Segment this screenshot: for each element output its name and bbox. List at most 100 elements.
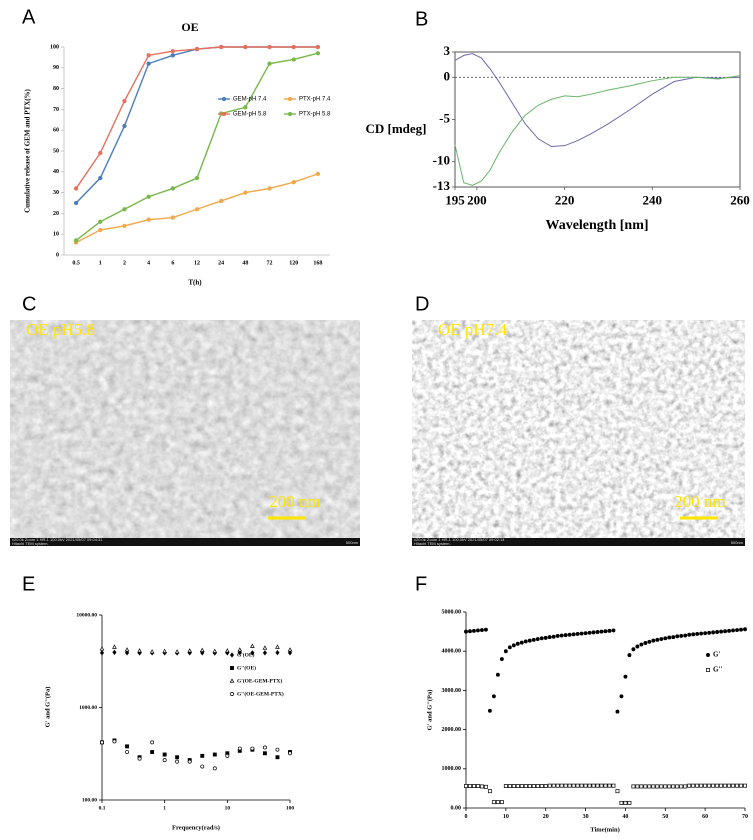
marker <box>243 190 248 195</box>
legend-marker <box>287 96 293 102</box>
x-axis-label: Time(min) <box>590 826 620 833</box>
marker <box>647 784 652 789</box>
y-axis-label: CD [mdeg] <box>365 121 426 136</box>
marker <box>727 783 732 788</box>
marker <box>479 784 484 789</box>
marker <box>675 634 680 639</box>
marker <box>583 783 588 788</box>
marker <box>162 758 167 763</box>
marker <box>699 783 704 788</box>
panel-letter: C <box>22 293 36 315</box>
marker <box>651 784 656 789</box>
marker <box>170 49 175 54</box>
marker <box>212 766 217 771</box>
marker <box>715 630 720 634</box>
marker <box>723 629 728 634</box>
footer-bar <box>412 538 745 546</box>
x-tick-label: 10 <box>225 806 231 812</box>
marker <box>243 105 248 110</box>
marker <box>287 650 293 656</box>
marker <box>531 637 536 642</box>
marker <box>635 644 640 649</box>
marker <box>695 783 700 788</box>
marker <box>543 635 548 640</box>
x-tick-label: 1 <box>163 806 166 812</box>
series-line <box>454 75 741 186</box>
legend-marker <box>706 653 710 657</box>
marker <box>687 783 692 788</box>
marker <box>739 627 743 632</box>
marker <box>743 627 747 632</box>
marker <box>607 628 612 633</box>
marker <box>487 789 492 794</box>
x-tick-label: 120 <box>289 260 298 266</box>
x-axis-label: T(h) <box>188 279 202 287</box>
x-tick-label: 50 <box>662 814 668 820</box>
x-tick-label: 12 <box>194 260 200 266</box>
marker <box>200 650 205 656</box>
marker <box>122 98 127 104</box>
marker <box>219 198 224 204</box>
x-tick-label: 240 <box>643 192 663 207</box>
marker <box>731 628 735 633</box>
marker <box>663 636 668 641</box>
marker <box>137 756 142 761</box>
footer-text: Hitachi TEM system. <box>414 541 451 546</box>
marker <box>555 633 560 638</box>
marker <box>519 640 524 645</box>
legend-label: G'(OE-GEM-PTX) <box>237 677 282 684</box>
marker <box>671 635 676 640</box>
y-tick-label: -13 <box>433 178 451 193</box>
marker <box>98 227 103 233</box>
marker <box>667 784 672 789</box>
x-tick-label: 195 <box>445 192 465 207</box>
marker <box>619 694 624 699</box>
marker <box>559 783 564 788</box>
marker <box>499 800 504 805</box>
x-tick-label: 70 <box>742 814 748 820</box>
legend-marker <box>287 111 293 117</box>
x-tick-label: 1 <box>99 260 102 266</box>
marker <box>472 628 476 633</box>
y-tick-label: 4000.00 <box>442 649 462 655</box>
marker <box>595 630 600 634</box>
marker <box>555 783 560 788</box>
series-line <box>454 53 741 148</box>
marker <box>599 629 604 634</box>
marker <box>647 639 652 644</box>
legend-marker <box>229 678 235 683</box>
marker <box>112 649 117 655</box>
footer-text: x20.0k Zoom 1 HR-1 100.0kV 2021/05/07 09… <box>12 537 103 542</box>
marker <box>695 632 700 636</box>
x-tick-label: 4 <box>147 260 150 266</box>
y-tick-label: 3000.00 <box>442 688 462 694</box>
x-tick-label: 220 <box>555 192 575 207</box>
marker <box>146 61 151 66</box>
panel-letter: F <box>415 573 427 595</box>
marker <box>519 784 524 788</box>
marker <box>125 650 130 656</box>
marker <box>591 783 596 788</box>
marker <box>515 784 520 788</box>
y-tick-label: 10000.00 <box>76 612 97 618</box>
x-tick-label: 40 <box>622 814 628 820</box>
marker <box>627 653 632 658</box>
marker <box>73 238 79 243</box>
marker <box>579 631 584 636</box>
marker <box>631 647 636 652</box>
legend-marker <box>706 668 710 672</box>
marker <box>315 171 321 177</box>
y-tick-label: 0 <box>444 68 451 83</box>
marker <box>623 800 628 805</box>
y-tick-label: 80 <box>53 86 59 92</box>
panel-letter: E <box>22 573 35 595</box>
marker <box>170 215 175 220</box>
marker <box>667 635 672 640</box>
marker <box>743 783 747 788</box>
marker <box>224 648 230 653</box>
scale-bar-label: 200 nm <box>674 492 725 511</box>
marker <box>479 628 484 632</box>
marker <box>137 648 142 653</box>
marker <box>250 643 255 648</box>
marker <box>663 784 668 789</box>
